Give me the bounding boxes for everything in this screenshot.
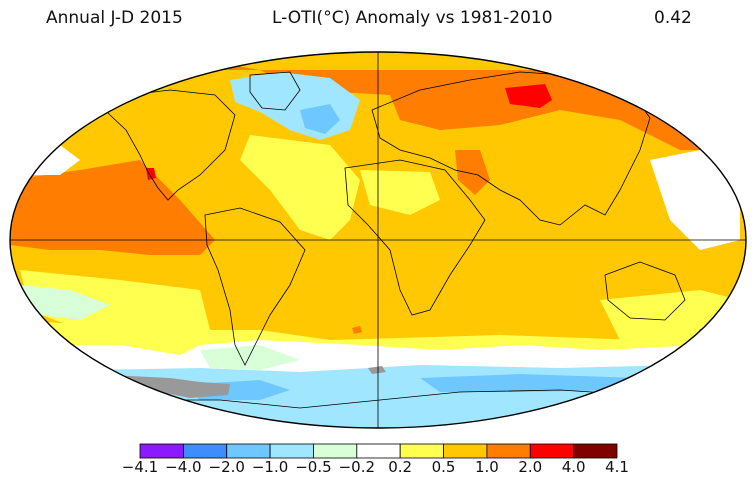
- legend-swatch: [573, 443, 618, 459]
- legend-swatch: [313, 443, 358, 459]
- field-north-orange: [10, 60, 740, 150]
- globe-outline: [9, 51, 747, 429]
- legend-tick-label: 4.1: [605, 458, 629, 476]
- field-south-pacific-green: [20, 285, 110, 320]
- legend-swatch: [182, 443, 228, 459]
- coast-greenland: [249, 71, 301, 111]
- field-mideast-orange: [455, 150, 490, 195]
- field-west-pacific-white: [650, 150, 740, 250]
- legend-swatch: [399, 443, 444, 459]
- legend-tick-label: −4.0: [165, 458, 202, 476]
- coast-south-america: [204, 207, 306, 366]
- legend-swatch: [529, 443, 575, 459]
- field-east-pacific-orange: [10, 160, 215, 255]
- legend-swatch: [356, 443, 401, 459]
- map-title: L-OTI(°C) Anomaly vs 1981-2010: [272, 8, 553, 28]
- field-atlantic-yellow: [240, 135, 360, 240]
- period-label: Annual J-D 2015: [46, 8, 183, 28]
- field-west-us-red: [146, 168, 156, 180]
- legend-swatch: [139, 443, 184, 459]
- global-mean-value: 0.42: [654, 8, 692, 28]
- field-siberia-red: [505, 84, 552, 108]
- field-southern-blue-east: [420, 374, 640, 392]
- legend-tick-label: −0.2: [338, 458, 376, 476]
- field-pacific-yellow: [20, 270, 210, 340]
- field-north-atlantic-blue: [300, 104, 340, 134]
- legend-tick-label: −2.0: [208, 458, 245, 476]
- legend-swatch: [226, 443, 271, 459]
- legend-swatch: [443, 443, 488, 459]
- field-sahara-yellow: [360, 170, 440, 215]
- field-antarctic-missing: [108, 375, 230, 398]
- legend-tick-label: −0.5: [295, 458, 332, 476]
- legend-tick-label: 1.0: [474, 458, 499, 476]
- coast-africa: [344, 159, 486, 316]
- legend-tick-label: 4.0: [561, 458, 586, 476]
- legend-swatch: [269, 443, 314, 459]
- field-antarctic-missing-small: [368, 366, 386, 374]
- coast-north-america: [95, 89, 236, 201]
- field-island-orange: [352, 326, 362, 334]
- coast-eurasia: [371, 71, 651, 226]
- legend-swatch: [486, 443, 531, 459]
- legend-tick-label: 0.5: [431, 458, 456, 476]
- legend-tick-label: −1.0: [251, 458, 289, 476]
- legend-tick-label: −4.1: [121, 458, 159, 476]
- field-southern-green: [200, 345, 300, 370]
- legend-tick-label: 0.2: [388, 458, 413, 476]
- coast-australia: [604, 261, 686, 321]
- legend-tick-label: 2.0: [518, 458, 543, 476]
- legend-swatches: [139, 443, 618, 459]
